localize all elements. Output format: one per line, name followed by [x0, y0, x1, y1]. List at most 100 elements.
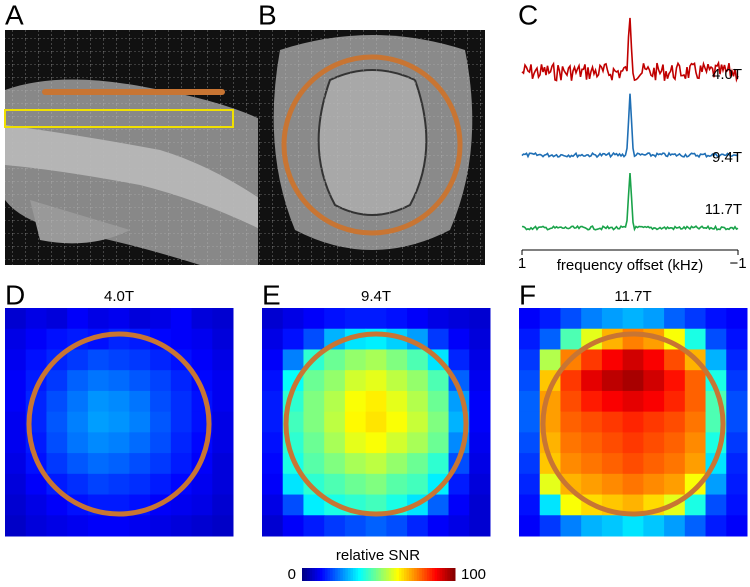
snr-cell: [386, 473, 408, 496]
colorbar-step: [419, 568, 423, 581]
snr-cell: [344, 432, 367, 454]
spectrum-line: [521, 172, 739, 232]
colorbar-step: [353, 568, 357, 581]
snr-cell: [108, 349, 130, 371]
snr-cell: [129, 390, 151, 413]
snr-cell: [705, 515, 727, 537]
snr-cell: [67, 515, 89, 537]
colorbar-step: [373, 568, 377, 581]
snr-cell: [726, 328, 748, 350]
snr-cell: [129, 411, 151, 433]
colorbar-step: [365, 568, 369, 581]
snr-cell: [324, 370, 346, 392]
snr-cell: [67, 432, 89, 454]
snr-cell: [581, 515, 603, 537]
snr-cell: [191, 515, 213, 537]
colorbar-step: [358, 568, 362, 581]
snr-cell: [469, 349, 491, 371]
colorbar-step: [396, 568, 400, 581]
colorbar-step: [414, 568, 418, 581]
snr-cell: [150, 432, 172, 454]
snr-cell: [664, 370, 686, 392]
snr-cell: [262, 349, 284, 371]
colorbar-tick-label: 0: [288, 566, 296, 583]
colorbar-step: [434, 568, 438, 581]
snr-cell: [448, 308, 470, 330]
snr-cell: [427, 432, 450, 454]
snr-cell: [427, 328, 450, 350]
panel-letter: A: [5, 0, 24, 30]
colorbar-step: [378, 568, 382, 581]
snr-cell: [581, 432, 603, 454]
snr-cell: [150, 308, 172, 330]
snr-cell: [25, 515, 47, 537]
snr-cell: [386, 515, 408, 537]
snr-cell: [560, 494, 582, 516]
snr-cell: [282, 349, 304, 371]
snr-cell: [664, 411, 686, 433]
snr-cell: [170, 473, 193, 496]
snr-cell: [46, 453, 68, 475]
snr-cell: [684, 308, 707, 330]
colorbar-step: [424, 568, 428, 581]
snr-cell: [407, 370, 429, 392]
snr-cell: [108, 494, 130, 516]
snr-cell: [427, 411, 450, 433]
snr-cell: [170, 328, 193, 350]
snr-cell: [664, 349, 686, 371]
snr-cell: [407, 432, 429, 454]
snr-cell: [67, 453, 89, 475]
colorbar-step: [406, 568, 410, 581]
snr-cell: [365, 453, 387, 475]
colorbar-step: [398, 568, 402, 581]
snr-cell: [108, 370, 130, 392]
colorbar-step: [337, 568, 341, 581]
snr-cell: [365, 411, 387, 433]
snr-cell: [469, 473, 491, 496]
snr-cell: [365, 473, 387, 496]
panel-letter: C: [518, 0, 538, 30]
snr-cell: [25, 494, 47, 516]
snr-cell: [282, 515, 304, 537]
colorbar-step: [381, 568, 385, 581]
snr-cell: [303, 453, 325, 475]
snr-cell: [684, 328, 707, 350]
snr-cell: [344, 473, 367, 496]
snr-cell: [560, 370, 582, 392]
snr-cell: [87, 453, 110, 475]
snr-cell: [560, 328, 582, 350]
colorbar-step: [317, 568, 321, 581]
colorbar-step: [340, 568, 344, 581]
snr-cell: [581, 390, 603, 413]
snr-cell: [46, 308, 68, 330]
snr-cell: [212, 308, 234, 330]
snr-cell: [726, 432, 748, 454]
snr-cell: [262, 453, 284, 475]
snr-cell: [282, 473, 304, 496]
snr-cell: [129, 349, 151, 371]
snr-cell: [407, 473, 429, 496]
snr-cell: [622, 370, 644, 392]
snr-cell: [212, 515, 234, 537]
snr-cell: [581, 308, 603, 330]
snr-cell: [87, 349, 110, 371]
snr-cell: [150, 349, 172, 371]
snr-cell: [150, 473, 172, 496]
snr-cell: [46, 370, 68, 392]
snr-cell: [5, 308, 27, 330]
colorbar-step: [426, 568, 430, 581]
snr-cell: [5, 349, 27, 371]
snr-cell: [519, 308, 541, 330]
snr-cell: [469, 453, 491, 475]
snr-cell: [469, 432, 491, 454]
snr-cell: [5, 411, 27, 433]
snr-cell: [129, 370, 151, 392]
snr-cell: [303, 328, 325, 350]
snr-cell: [469, 494, 491, 516]
snr-cell: [726, 515, 748, 537]
snr-cell: [87, 473, 110, 496]
snr-cell: [560, 473, 582, 496]
snr-cell: [262, 473, 284, 496]
snr-cell: [705, 473, 727, 496]
colorbar-step: [432, 568, 436, 581]
